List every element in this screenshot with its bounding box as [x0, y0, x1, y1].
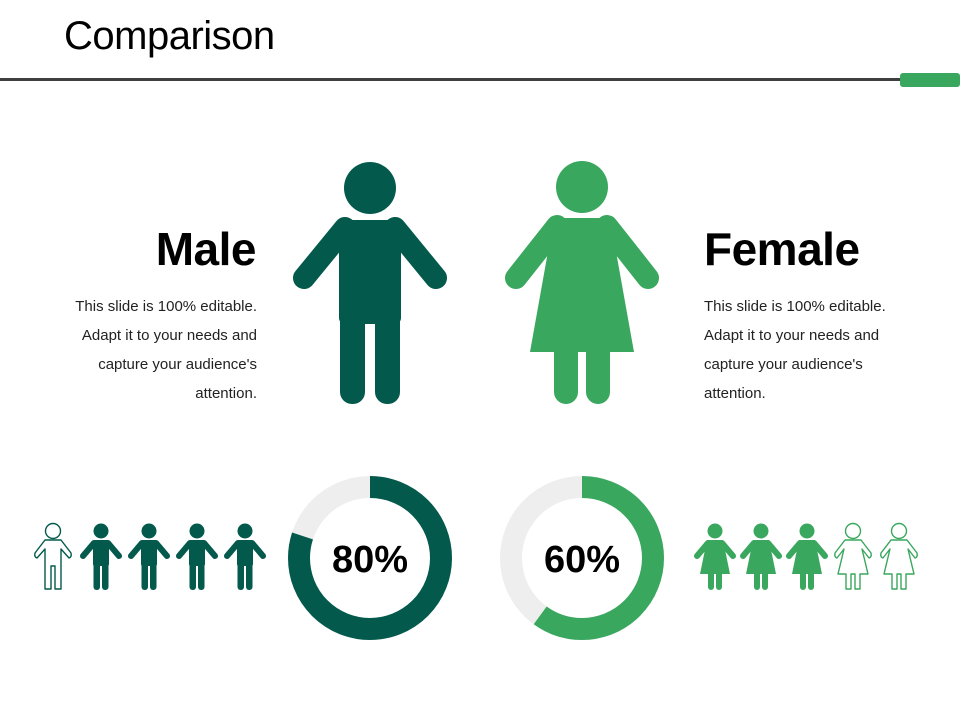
female-figure-icon — [505, 161, 659, 404]
female-person-icon — [740, 523, 782, 590]
male-person-icon — [128, 523, 170, 590]
male-figure-icon — [293, 162, 447, 404]
male-percent-donut: 80% — [288, 476, 452, 640]
male-description: This slide is 100% editable. Adapt it to… — [75, 298, 257, 402]
male-percent-label: 80% — [332, 539, 408, 581]
male-heading: Male — [155, 223, 257, 275]
female-person-icon — [786, 523, 828, 590]
female-person-icon — [880, 522, 918, 590]
female-percent-label: 60% — [544, 539, 620, 581]
female-heading: Female — [704, 223, 860, 275]
male-person-icon — [80, 523, 122, 590]
female-person-icon — [694, 523, 736, 590]
female-donut-arc — [500, 476, 664, 640]
male-person-icon — [34, 522, 72, 590]
slide-title: Comparison — [64, 14, 275, 58]
female-person-icon — [834, 522, 872, 590]
female-percent-donut: 60% — [500, 476, 664, 640]
male-person-icon — [224, 523, 266, 590]
accent-bar — [900, 73, 960, 87]
title-divider — [0, 78, 900, 81]
male-donut-arc — [288, 476, 452, 640]
female-description: This slide is 100% editable. Adapt it to… — [704, 298, 886, 402]
male-person-icon — [176, 523, 218, 590]
